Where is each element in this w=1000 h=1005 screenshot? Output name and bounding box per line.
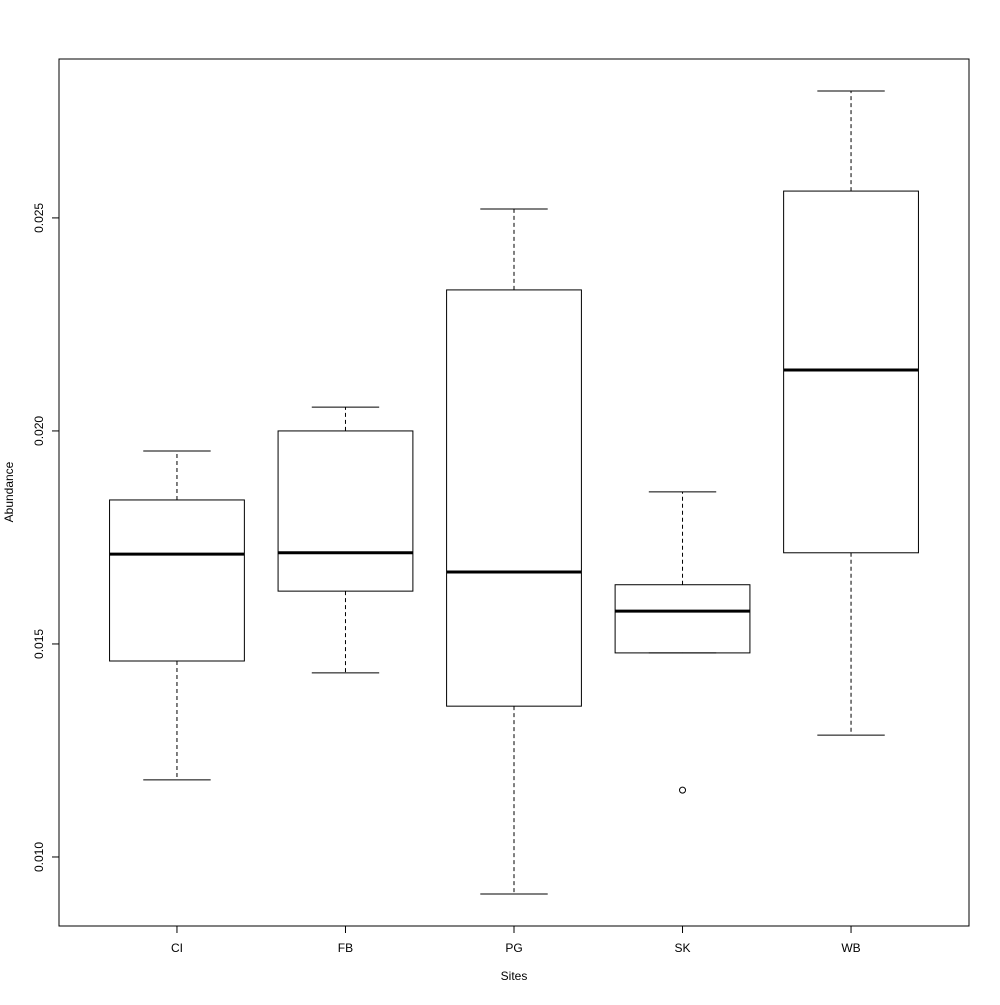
y-tick-label: 0.010: [32, 842, 46, 872]
box: [109, 499, 245, 662]
box: [783, 190, 919, 554]
outlier: [679, 786, 687, 794]
x-tick-label: CI: [171, 941, 183, 955]
box: [614, 584, 751, 654]
x-axis-title: Sites: [501, 969, 528, 983]
plot-frame: [58, 58, 970, 927]
x-tick-label: PG: [505, 941, 522, 955]
box: [277, 430, 414, 592]
x-tick-label: WB: [841, 941, 860, 955]
y-tick-label: 0.020: [32, 416, 46, 446]
y-axis-title: Abundance: [2, 461, 16, 522]
x-tick-label: SK: [675, 941, 691, 955]
x-tick-label: FB: [338, 941, 353, 955]
y-tick-label: 0.025: [32, 203, 46, 233]
y-tick-label: 0.015: [32, 629, 46, 659]
box: [446, 289, 582, 707]
